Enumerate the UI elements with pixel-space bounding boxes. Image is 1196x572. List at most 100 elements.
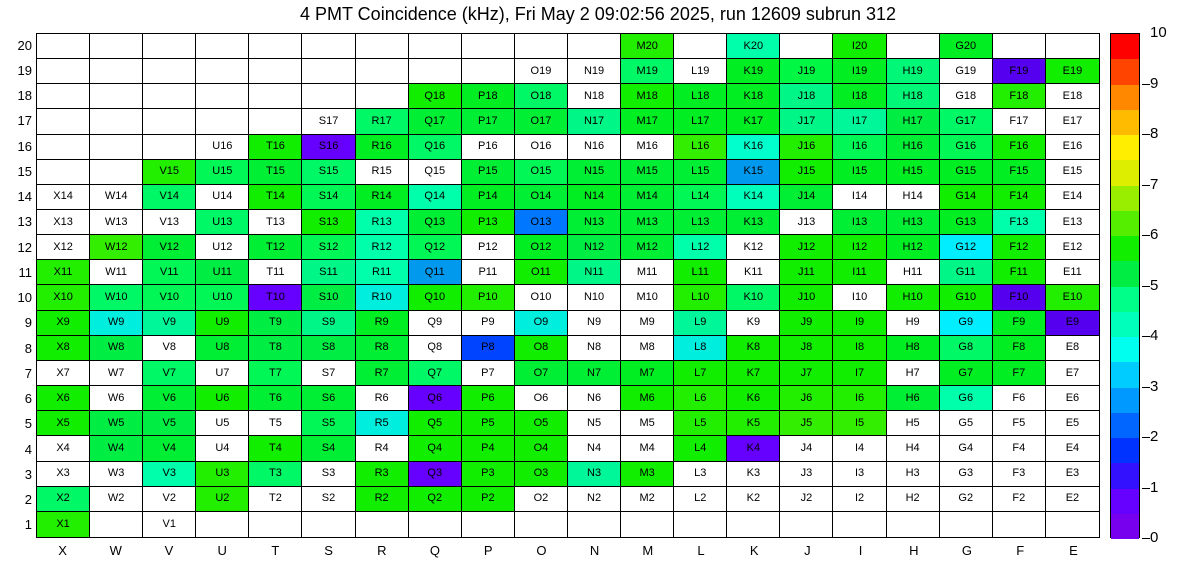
heatmap-cell[interactable]: J5	[780, 411, 834, 437]
heatmap-cell[interactable]: J17	[780, 109, 834, 135]
heatmap-cell[interactable]: V9	[143, 310, 197, 336]
heatmap-cell[interactable]	[461, 511, 515, 537]
heatmap-cell[interactable]: M12	[621, 235, 675, 261]
heatmap-cell[interactable]: N13	[567, 210, 622, 236]
heatmap-cell[interactable]: Q18	[408, 84, 462, 110]
heatmap-cell[interactable]: M5	[621, 411, 675, 437]
heatmap-cell[interactable]: P13	[461, 210, 515, 236]
heatmap-cell[interactable]: O18	[514, 84, 568, 110]
heatmap-cell[interactable]	[196, 59, 250, 85]
heatmap-cell[interactable]: G7	[939, 360, 993, 387]
heatmap-cell[interactable]: U13	[196, 210, 250, 236]
heatmap-cell[interactable]: E10	[1045, 285, 1099, 311]
heatmap-cell[interactable]: O9	[514, 310, 568, 336]
heatmap-cell[interactable]: G4	[939, 436, 993, 462]
heatmap-cell[interactable]: K3	[727, 461, 781, 487]
heatmap-cell[interactable]	[37, 134, 91, 160]
heatmap-cell[interactable]: F7	[992, 360, 1046, 387]
heatmap-cell[interactable]: U9	[196, 310, 250, 336]
heatmap-cell[interactable]: X12	[37, 235, 91, 261]
heatmap-cell[interactable]	[461, 34, 515, 60]
heatmap-cell[interactable]: R14	[355, 184, 409, 211]
heatmap-cell[interactable]: P15	[461, 159, 515, 185]
heatmap-cell[interactable]: K5	[727, 411, 781, 437]
heatmap-cell[interactable]	[1045, 511, 1099, 537]
heatmap-cell[interactable]: J8	[780, 335, 834, 361]
heatmap-cell[interactable]	[567, 34, 622, 60]
heatmap-cell[interactable]: Q17	[408, 109, 462, 135]
heatmap-cell[interactable]: F18	[992, 84, 1046, 110]
heatmap-cell[interactable]: X11	[37, 260, 91, 286]
heatmap-cell[interactable]: P4	[461, 436, 515, 462]
heatmap-cell[interactable]: L5	[674, 411, 728, 437]
heatmap-cell[interactable]: H5	[886, 411, 940, 437]
heatmap-cell[interactable]: O11	[514, 260, 568, 286]
heatmap-cell[interactable]: L10	[674, 285, 728, 311]
heatmap-cell[interactable]: R17	[355, 109, 409, 135]
heatmap-cell[interactable]: H19	[886, 59, 940, 85]
heatmap-cell[interactable]: T13	[249, 210, 303, 236]
heatmap-cell[interactable]: L2	[674, 486, 728, 512]
heatmap-cell[interactable]: H2	[886, 486, 940, 512]
heatmap-cell[interactable]: M17	[621, 109, 675, 135]
heatmap-cell[interactable]: T5	[249, 411, 303, 437]
heatmap-cell[interactable]: I14	[833, 184, 887, 211]
heatmap-cell[interactable]: W12	[90, 235, 144, 261]
heatmap-cell[interactable]	[37, 59, 91, 85]
heatmap-cell[interactable]: O19	[514, 59, 568, 85]
heatmap-cell[interactable]: U2	[196, 486, 250, 512]
heatmap-cell[interactable]: P10	[461, 285, 515, 311]
heatmap-cell[interactable]: X14	[37, 184, 91, 211]
heatmap-cell[interactable]: I3	[833, 461, 887, 487]
heatmap-cell[interactable]: S13	[302, 210, 356, 236]
heatmap-cell[interactable]: J10	[780, 285, 834, 311]
heatmap-cell[interactable]: J19	[780, 59, 834, 85]
heatmap-cell[interactable]: M16	[621, 134, 675, 160]
heatmap-cell[interactable]: M10	[621, 285, 675, 311]
heatmap-cell[interactable]: K19	[727, 59, 781, 85]
heatmap-cell[interactable]	[249, 511, 303, 537]
heatmap-cell[interactable]: I13	[833, 210, 887, 236]
heatmap-cell[interactable]: K17	[727, 109, 781, 135]
heatmap-cell[interactable]	[196, 109, 250, 135]
heatmap-cell[interactable]: Q12	[408, 235, 462, 261]
heatmap-cell[interactable]	[143, 34, 197, 60]
heatmap-cell[interactable]: U4	[196, 436, 250, 462]
heatmap-cell[interactable]: S10	[302, 285, 356, 311]
heatmap-cell[interactable]: F5	[992, 411, 1046, 437]
heatmap-cell[interactable]	[90, 59, 144, 85]
heatmap-cell[interactable]: R11	[355, 260, 409, 286]
heatmap-cell[interactable]: T16	[249, 134, 303, 160]
heatmap-cell[interactable]: M2	[621, 486, 675, 512]
heatmap-cell[interactable]: I9	[833, 310, 887, 336]
heatmap-cell[interactable]	[567, 511, 622, 537]
heatmap-cell[interactable]	[514, 511, 568, 537]
heatmap-cell[interactable]: M14	[621, 184, 675, 211]
heatmap-cell[interactable]: L3	[674, 461, 728, 487]
heatmap-cell[interactable]: O16	[514, 134, 568, 160]
heatmap-cell[interactable]: V13	[143, 210, 197, 236]
heatmap-cell[interactable]: J13	[780, 210, 834, 236]
heatmap-cell[interactable]: E8	[1045, 335, 1099, 361]
heatmap-cell[interactable]: K10	[727, 285, 781, 311]
heatmap-cell[interactable]: U16	[196, 134, 250, 160]
heatmap-cell[interactable]: J16	[780, 134, 834, 160]
heatmap-cell[interactable]: G5	[939, 411, 993, 437]
heatmap-cell[interactable]: G19	[939, 59, 993, 85]
heatmap-cell[interactable]: R12	[355, 235, 409, 261]
heatmap-cell[interactable]	[886, 34, 940, 60]
heatmap-cell[interactable]: E11	[1045, 260, 1099, 286]
heatmap-cell[interactable]: N8	[567, 335, 622, 361]
heatmap-cell[interactable]: V5	[143, 411, 197, 437]
heatmap-cell[interactable]: U6	[196, 386, 250, 412]
heatmap-cell[interactable]	[992, 511, 1046, 537]
heatmap-cell[interactable]: K20	[727, 34, 781, 60]
heatmap-cell[interactable]	[143, 59, 197, 85]
heatmap-cell[interactable]: R4	[355, 436, 409, 462]
heatmap-cell[interactable]: Q9	[408, 310, 462, 336]
heatmap-cell[interactable]: O8	[514, 335, 568, 361]
heatmap-cell[interactable]: F17	[992, 109, 1046, 135]
heatmap-cell[interactable]: W13	[90, 210, 144, 236]
heatmap-cell[interactable]: V11	[143, 260, 197, 286]
heatmap-cell[interactable]	[992, 34, 1046, 60]
